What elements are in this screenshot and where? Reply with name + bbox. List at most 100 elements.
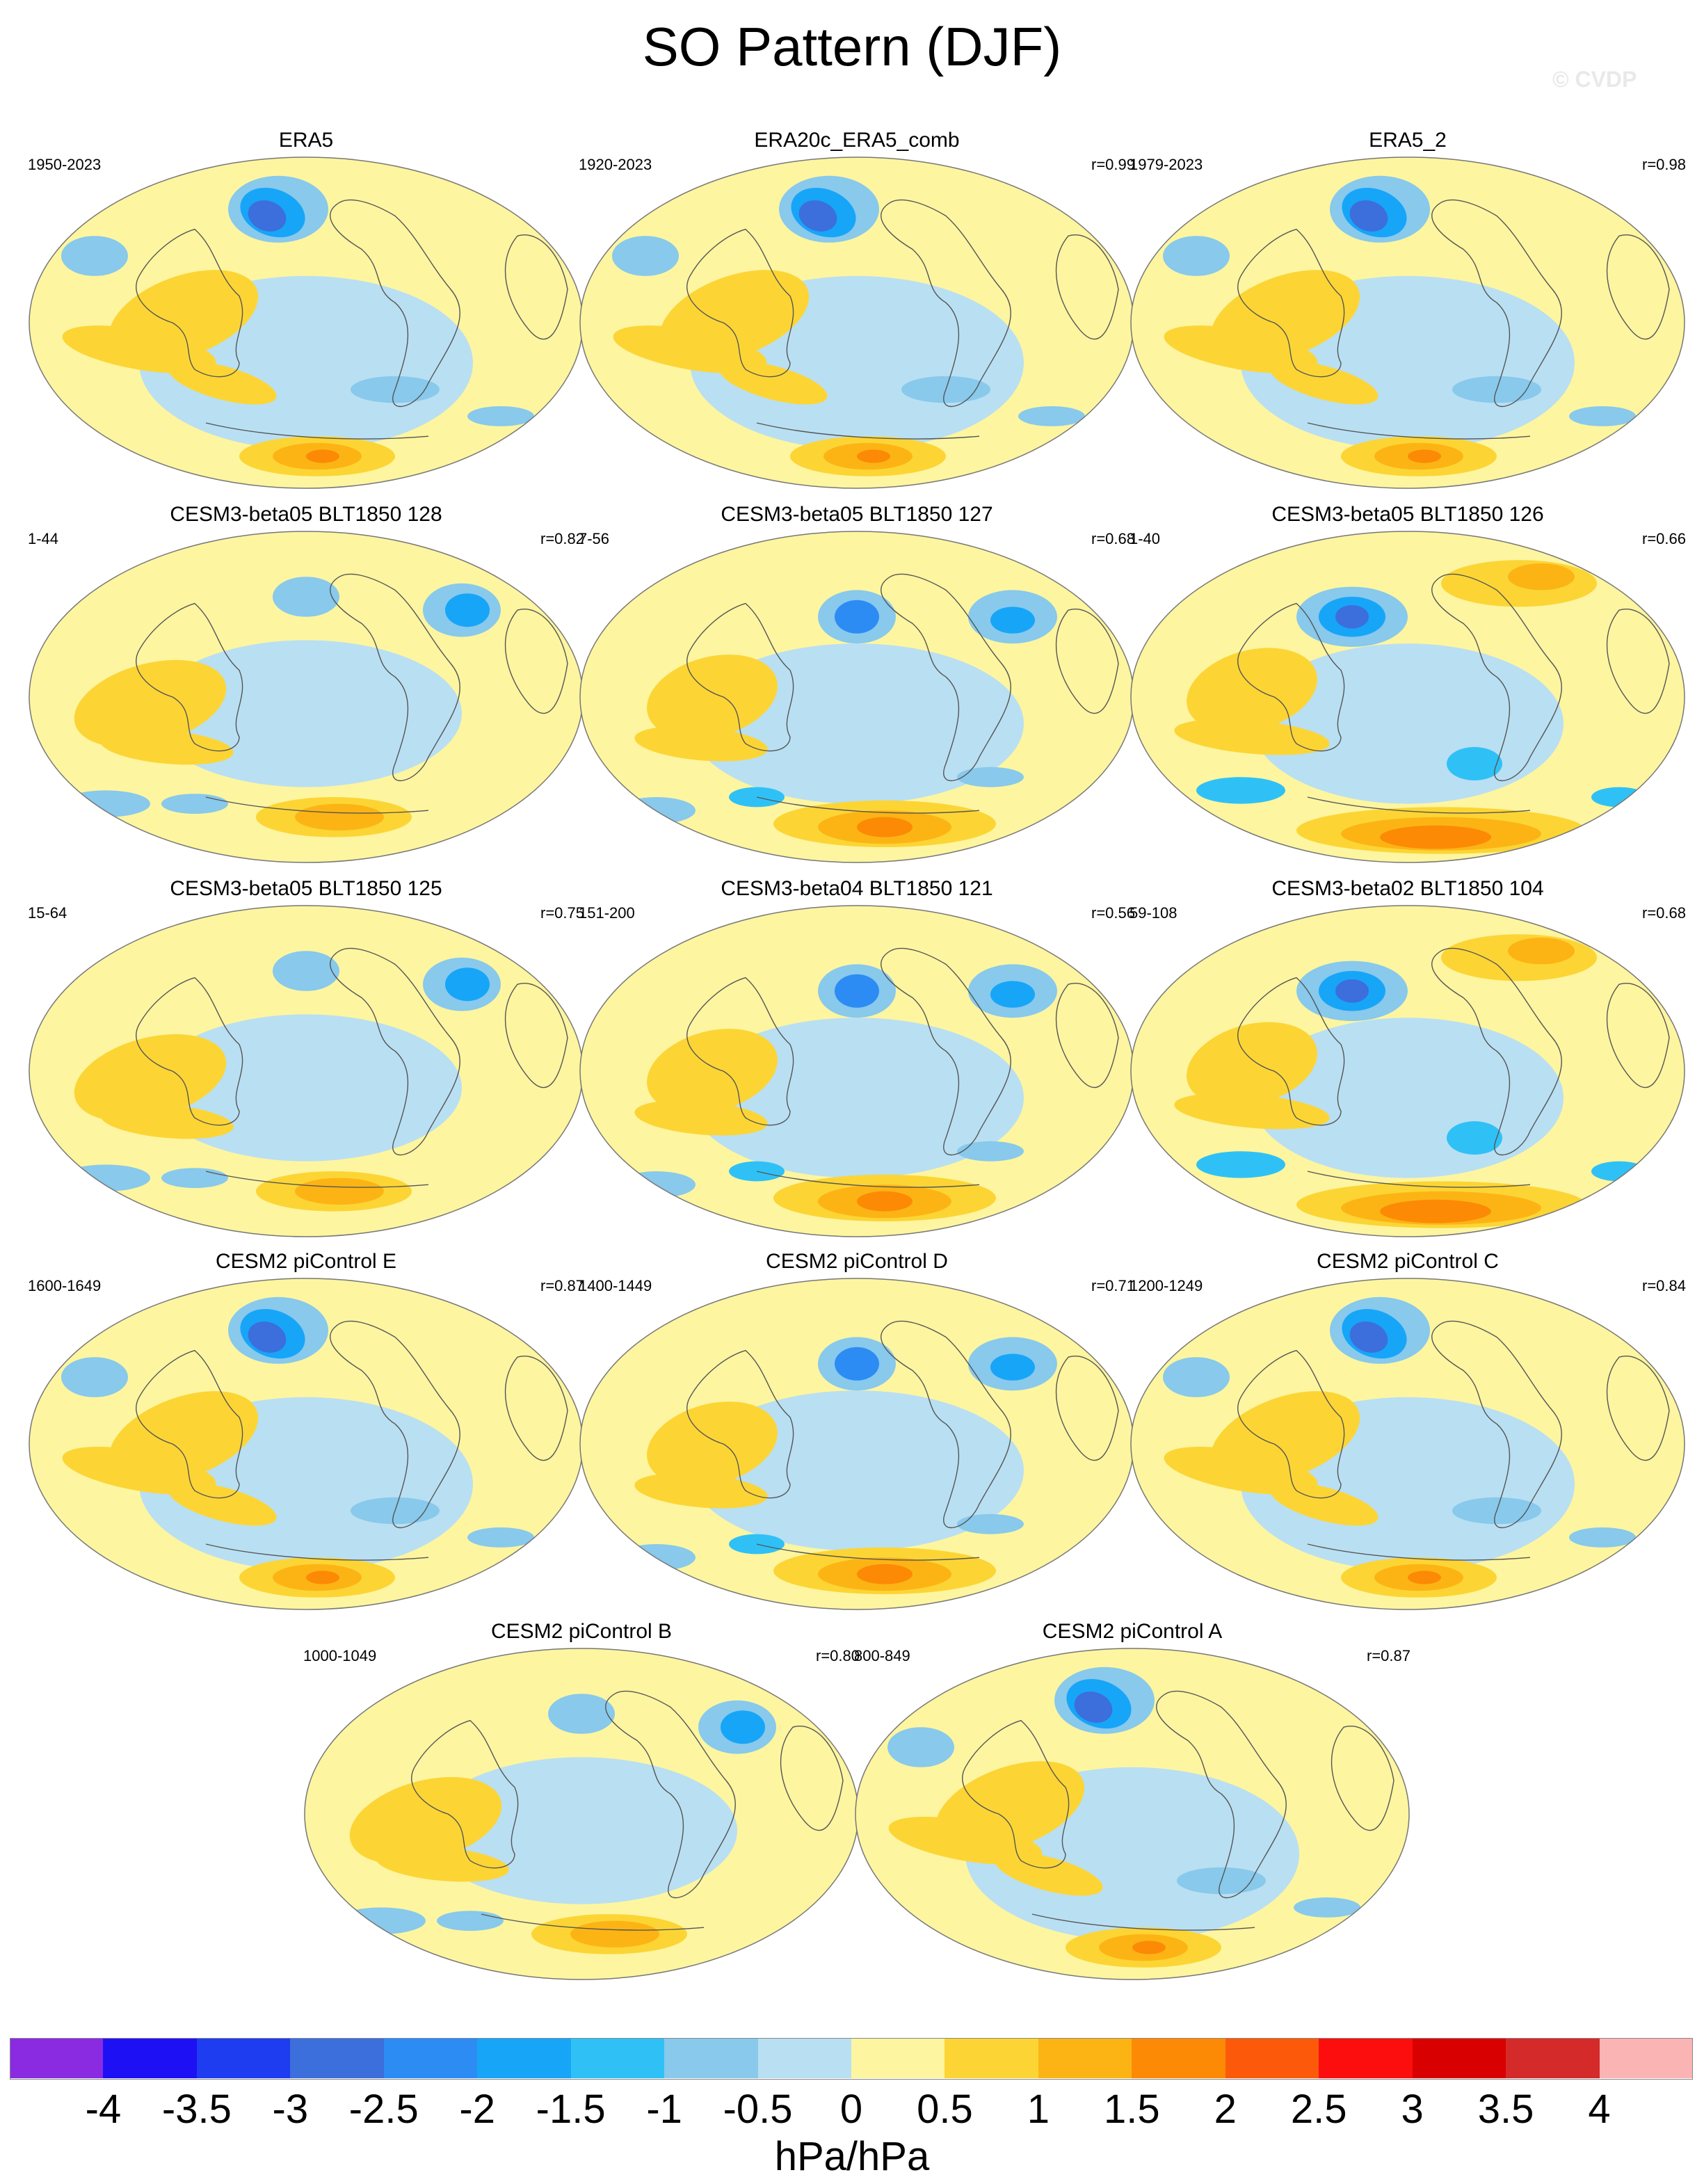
colorbar-cell [1132,2038,1226,2078]
contour-region [1447,747,1502,780]
copyright-watermark: © CVDP [1552,67,1637,92]
world-map [579,905,1134,1237]
coastline [136,228,243,378]
world-map [579,1278,1134,1610]
contour-region [1569,406,1636,426]
contour-region [161,794,228,814]
coastline [881,199,1011,408]
colorbar-tick-label: -0.5 [723,2087,793,2132]
world-map [1130,1278,1685,1610]
contour-region [957,1141,1024,1162]
map-panel: CESM2 piControl B 1000-1049 r=0.80 [303,1619,860,1981]
coastline [756,1171,980,1188]
panel-years: 800-849 [854,1647,910,1664]
coastline [1237,228,1345,378]
colorbar-tick-label: -2 [459,2087,495,2132]
contour-region [1163,236,1230,276]
colorbar-tick-label: 1.5 [1104,2087,1160,2132]
colorbar [10,2038,1694,2080]
contour-region [1447,1121,1502,1155]
panel-correlation: r=0.56 [1091,904,1135,922]
contour-region [634,1100,768,1136]
coastline [1606,1356,1670,1461]
coastline [504,234,568,340]
panel-years: 151-200 [579,904,635,922]
contour-region [990,607,1035,634]
contour-region [957,1513,1024,1534]
contour-region [835,600,879,634]
map-panel: CESM2 piControl C 1200-1249 r=0.84 [1130,1249,1686,1611]
contour-region [100,1103,234,1139]
contour-region [1187,1022,1317,1107]
colorbar-units: hPa/hPa [774,2134,930,2179]
colorbar-tick-label: -4 [85,2087,122,2132]
contour-region [857,449,890,463]
panel-correlation: r=0.66 [1642,530,1686,547]
coastline [1307,1543,1531,1561]
contour-region [1380,1199,1491,1223]
contour-region [61,790,150,817]
coastline [756,1543,980,1561]
colorbar-tick-label: -3 [272,2087,309,2132]
colorbar-tick-label: 2 [1214,2087,1237,2132]
contour-region [1132,1941,1166,1954]
contour-region [1380,825,1491,849]
contour-region [1196,1151,1285,1178]
contour-region [719,361,828,405]
coastline [780,1726,844,1831]
contour-region [1335,605,1369,629]
panel-title: CESM3-beta02 BLT1850 104 [1271,877,1544,900]
contour-region [990,981,1035,1008]
panel-correlation: r=0.75 [540,904,584,922]
contour-region [62,1447,216,1495]
coastline [1156,1690,1287,1899]
contour-region [1408,449,1441,463]
world-map [1130,905,1685,1237]
map-panel: CESM3-beta04 BLT1850 121 151-200 r=0.56 [579,876,1135,1238]
contour-region [467,1527,534,1548]
contour-region [1270,361,1379,405]
map-panel: CESM3-beta05 BLT1850 127 7-56 r=0.68 [579,502,1135,864]
contour-region [445,967,490,1002]
colorbar-cell [757,2038,852,2078]
coastline [686,228,794,378]
coastline [205,796,429,814]
map-outline [1130,1278,1685,1610]
contour-region [1569,1527,1636,1548]
contour-region [857,1191,913,1212]
panel-correlation: r=0.80 [816,1647,860,1664]
contour-region [295,803,384,830]
panel-correlation: r=0.71 [1091,1277,1135,1294]
contour-region [467,406,534,426]
coastline [1606,983,1670,1089]
colorbar-tick-label: 3 [1401,2087,1424,2132]
coastline [205,1543,429,1561]
colorbar-tick-label: 2.5 [1290,2087,1347,2132]
contour-region [61,236,128,276]
coastline [136,1349,243,1499]
coastline [330,199,460,408]
contour-region [437,1911,504,1931]
coastline [1031,1913,1255,1931]
colorbar-cell [1038,2038,1132,2078]
coastline [504,1356,568,1461]
panel-correlation: r=0.82 [540,530,584,547]
contour-region [857,817,913,837]
panel-years: 7-56 [579,530,610,547]
coastline [1307,422,1531,440]
panel-years: 1-44 [28,530,59,547]
contour-region [1163,1357,1230,1397]
contour-region [273,951,339,991]
contour-region [835,1347,879,1381]
coastline [881,573,1011,782]
contour-region [618,1171,696,1198]
panel-years: 1-40 [1130,530,1161,547]
contour-region [1164,326,1318,374]
contour-region [248,1321,287,1353]
panel-correlation: r=0.98 [1642,156,1686,173]
map-outline [1130,531,1685,863]
colorbar-cell [851,2038,945,2078]
panel-title: CESM2 piControl B [490,1620,673,1643]
panel-years: 1600-1649 [28,1277,102,1294]
contour-region [548,1694,615,1734]
